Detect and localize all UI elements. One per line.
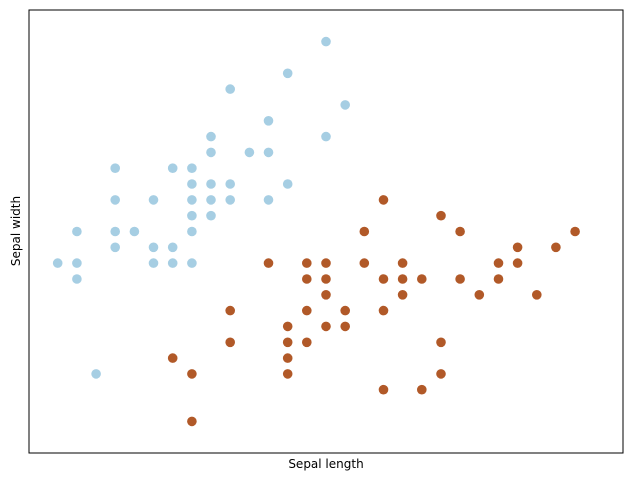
scatter-point-series-0-34 (282, 179, 293, 189)
scatter-point-series-1-15 (321, 274, 331, 284)
scatter-point-series-1-1 (187, 416, 197, 427)
scatter-point-series-0-21 (187, 163, 197, 173)
scatter-point-series-0-19 (187, 195, 197, 205)
scatter-point-series-1-39 (512, 242, 523, 253)
scatter-point-series-1-13 (302, 337, 312, 348)
scatter-point-series-1-9 (282, 369, 293, 379)
scatter-point-series-0-5 (110, 242, 120, 253)
scatter-point-series-0-0 (52, 258, 63, 268)
scatter-point-series-0-29 (225, 84, 235, 94)
scatter-point-series-1-3 (225, 305, 235, 316)
scatter-point-series-0-24 (206, 179, 216, 189)
scatter-point-series-1-24 (378, 305, 389, 316)
scatter-point-series-1-17 (321, 321, 331, 332)
scatter-point-series-1-0 (167, 353, 178, 363)
scatter-point-series-0-3 (72, 226, 82, 237)
scatter-point-series-1-14 (321, 258, 331, 268)
scatter-point-series-1-41 (532, 290, 542, 300)
scatter-point-series-1-36 (474, 290, 485, 300)
scatter-point-series-1-25 (378, 384, 389, 395)
scatter-point-series-0-33 (263, 116, 274, 126)
scatter-point-series-0-14 (167, 242, 178, 253)
scatter-point-series-0-13 (167, 258, 178, 268)
scatter-point-series-0-18 (187, 210, 197, 221)
scatter-point-series-1-16 (321, 290, 331, 300)
scatter-point-series-1-7 (282, 337, 293, 348)
scatter-point-series-1-30 (417, 384, 427, 395)
scatter-point-series-1-4 (225, 337, 235, 348)
points-layer (52, 36, 580, 427)
scatter-point-series-1-11 (302, 274, 312, 284)
scatter-point-series-1-26 (397, 258, 408, 268)
scatter-point-series-1-38 (493, 274, 504, 284)
scatter-point-series-1-42 (551, 242, 561, 253)
scatter-point-series-0-36 (321, 131, 331, 142)
scatter-point-series-1-27 (397, 274, 408, 284)
scatter-point-series-1-37 (493, 258, 504, 268)
scatter-point-series-1-12 (302, 305, 312, 316)
scatter-point-series-0-25 (206, 147, 216, 158)
scatter-point-series-0-37 (321, 36, 331, 47)
scatter-point-series-0-35 (282, 68, 293, 79)
x-axis-label: Sepal length (288, 457, 363, 471)
scatter-point-series-0-17 (187, 226, 197, 237)
scatter-point-series-1-5 (263, 258, 274, 268)
scatter-point-series-1-34 (455, 226, 465, 237)
scatter-point-series-0-1 (72, 274, 82, 284)
scatter-point-series-1-18 (340, 305, 351, 316)
y-axis-label: Sepal width (9, 196, 23, 266)
scatter-point-series-1-32 (436, 337, 446, 348)
scatter-point-series-1-43 (570, 226, 580, 237)
scatter-point-series-1-2 (187, 369, 197, 379)
scatter-point-series-0-26 (206, 131, 216, 142)
scatter-point-series-1-40 (512, 258, 523, 268)
scatter-point-series-1-21 (359, 258, 370, 268)
scatter-point-series-0-23 (206, 195, 216, 205)
scatter-point-series-0-38 (340, 100, 351, 110)
scatter-point-series-1-19 (340, 321, 351, 332)
scatter-point-series-0-7 (110, 195, 120, 205)
scatter-point-series-0-32 (263, 147, 274, 158)
scatter-point-series-1-10 (302, 258, 312, 268)
scatter-point-series-0-30 (244, 147, 255, 158)
scatter-point-series-0-12 (148, 195, 159, 205)
scatter-point-series-0-8 (110, 163, 120, 173)
scatter-point-series-0-11 (148, 242, 159, 253)
scatter-point-series-1-28 (397, 290, 408, 300)
scatter-point-series-1-22 (378, 195, 389, 205)
scatter-point-series-0-20 (187, 179, 197, 189)
scatter-point-series-0-4 (91, 369, 101, 379)
scatter-point-series-1-33 (436, 369, 446, 379)
scatter-point-series-1-6 (282, 321, 293, 332)
scatter-point-series-0-31 (263, 195, 274, 205)
scatter-point-series-1-29 (417, 274, 427, 284)
scatter-point-series-0-9 (129, 226, 140, 237)
scatter-point-series-0-6 (110, 226, 120, 237)
scatter-point-series-0-15 (167, 163, 178, 173)
scatter-point-series-1-23 (378, 274, 389, 284)
scatter-point-series-0-22 (206, 210, 216, 221)
scatter-point-series-0-2 (72, 258, 82, 268)
scatter-point-series-1-35 (455, 274, 465, 284)
scatter-point-series-0-27 (225, 195, 235, 205)
scatter-point-series-1-20 (359, 226, 370, 237)
scatter-point-series-0-16 (187, 258, 197, 268)
scatter-point-series-0-10 (148, 258, 159, 268)
scatter-point-series-1-31 (436, 210, 446, 221)
scatter-point-series-1-8 (282, 353, 293, 363)
plot-frame (28, 9, 624, 454)
scatter-point-series-0-28 (225, 179, 235, 189)
